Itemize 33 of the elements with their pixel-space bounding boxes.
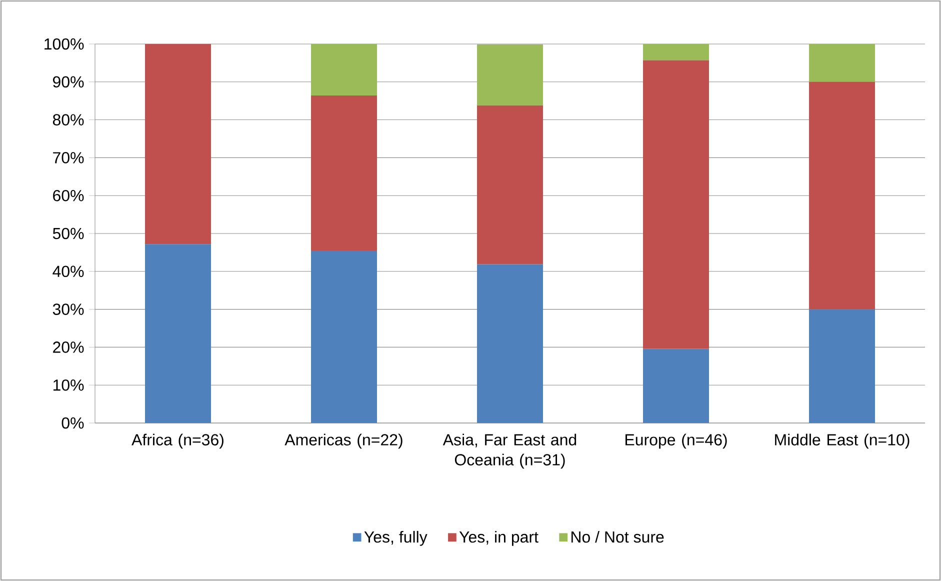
y-tick-label: 30% (52, 304, 84, 315)
bar (643, 44, 710, 60)
bar (809, 309, 876, 423)
bar (311, 250, 378, 423)
bar (477, 264, 544, 423)
bar (809, 44, 876, 82)
x-tick-label: Americas (n=22) (284, 434, 402, 449)
legend-label: Yes, in part (459, 530, 538, 546)
bar (311, 44, 378, 96)
bar (643, 348, 710, 423)
y-tick-label: 50% (52, 228, 84, 240)
y-tick-label: 80% (52, 114, 84, 126)
x-tick-label: Middle East (n=10) (775, 434, 910, 449)
x-tick-label: Europe (n=46) (626, 434, 727, 449)
y-tick-label: 60% (53, 190, 84, 202)
y-tick-label: 100% (44, 38, 84, 50)
y-tick-label: 20% (53, 342, 84, 353)
bar (809, 82, 876, 310)
x-tick-label: Africa (n=36) (132, 434, 224, 449)
bar (145, 244, 212, 423)
y-tick-label: 90% (53, 76, 84, 88)
y-tick-label: 40% (52, 266, 84, 278)
legend-label: Yes, fully (364, 530, 428, 546)
y-tick-label: 0% (62, 417, 84, 429)
x-tick-label: Asia, Far East and Oceania (n=31) (442, 434, 576, 469)
bar (477, 105, 544, 264)
bar (311, 96, 378, 251)
legend-label: No / Not sure (572, 530, 664, 543)
bar (145, 44, 212, 244)
y-tick-label: 10% (53, 379, 84, 391)
bar (477, 44, 544, 106)
y-tick-label: 70% (53, 152, 84, 164)
bar (643, 60, 710, 349)
